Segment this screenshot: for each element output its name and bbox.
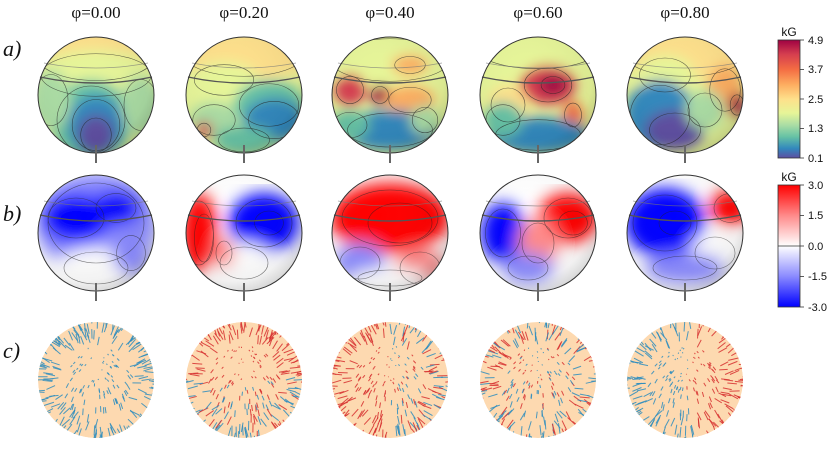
colorbar-modulus-unit: kG: [781, 25, 796, 39]
colorbar-modulus: kG 4.9 3.7 2.5 1.3 0.1: [777, 25, 823, 165]
colorbar-radial-tick-1: 1.5: [808, 210, 823, 222]
sphere-row1-4: [626, 174, 744, 301]
colorbar-radial-unit: kG: [781, 170, 796, 184]
colorbar-modulus-tick-0: 4.9: [808, 35, 823, 47]
row-label-b: b): [3, 201, 21, 226]
phase-label-2: φ=0.40: [365, 3, 414, 22]
phase-label-3: φ=0.60: [513, 3, 562, 22]
phase-label-1: φ=0.20: [219, 3, 268, 22]
phase-label-4: φ=0.80: [660, 3, 709, 22]
colorbar-radial-tick-3: -1.5: [808, 271, 827, 283]
phase-label-0: φ=0.00: [71, 3, 120, 22]
sphere-row2-4: [627, 322, 743, 438]
sphere-row1-0: [37, 174, 155, 301]
sphere-row0-1: [185, 36, 303, 163]
colorbar-radial-tick-0: 3.0: [808, 180, 823, 192]
colorbar-radial-tick-2: 0.0: [808, 241, 823, 253]
colorbar-modulus-tick-1: 3.7: [808, 64, 823, 76]
colorbar-modulus-bar: [777, 39, 801, 159]
colorbar-radial-tick-4: -3.0: [808, 302, 827, 314]
colorbar-modulus-tick-2: 2.5: [808, 94, 823, 106]
sphere-row2-2: [332, 322, 448, 438]
sphere-row1-1: [185, 174, 303, 301]
sphere-row0-2: [331, 36, 449, 163]
row-label-a: a): [3, 36, 21, 61]
sphere-row0-0: [37, 36, 155, 163]
sphere-row1-2: [331, 174, 449, 301]
sphere-row0-4: [626, 36, 744, 163]
sphere-row0-3: [479, 36, 597, 163]
sphere-row2-1: [186, 322, 302, 438]
colorbar-radial: kG 3.0 1.5 0.0 -1.5 -3.0: [777, 170, 827, 314]
colorbar-modulus-tick-3: 1.3: [808, 123, 823, 135]
sphere-row2-0: [38, 322, 154, 438]
phase-labels: φ=0.00 φ=0.20 φ=0.40 φ=0.60 φ=0.80: [71, 3, 709, 22]
row-label-c: c): [3, 338, 20, 363]
colorbar-modulus-tick-4: 0.1: [808, 153, 823, 165]
sphere-row1-3: [479, 174, 597, 301]
sphere-row2-3: [480, 322, 596, 438]
sphere-maps: [37, 36, 744, 438]
